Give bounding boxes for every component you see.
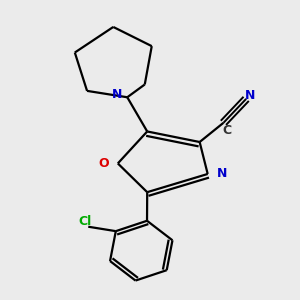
Text: O: O <box>98 157 109 170</box>
Text: C: C <box>222 124 232 137</box>
Text: Cl: Cl <box>78 215 92 228</box>
Text: N: N <box>244 89 255 102</box>
Text: N: N <box>112 88 122 100</box>
Text: N: N <box>217 167 227 181</box>
